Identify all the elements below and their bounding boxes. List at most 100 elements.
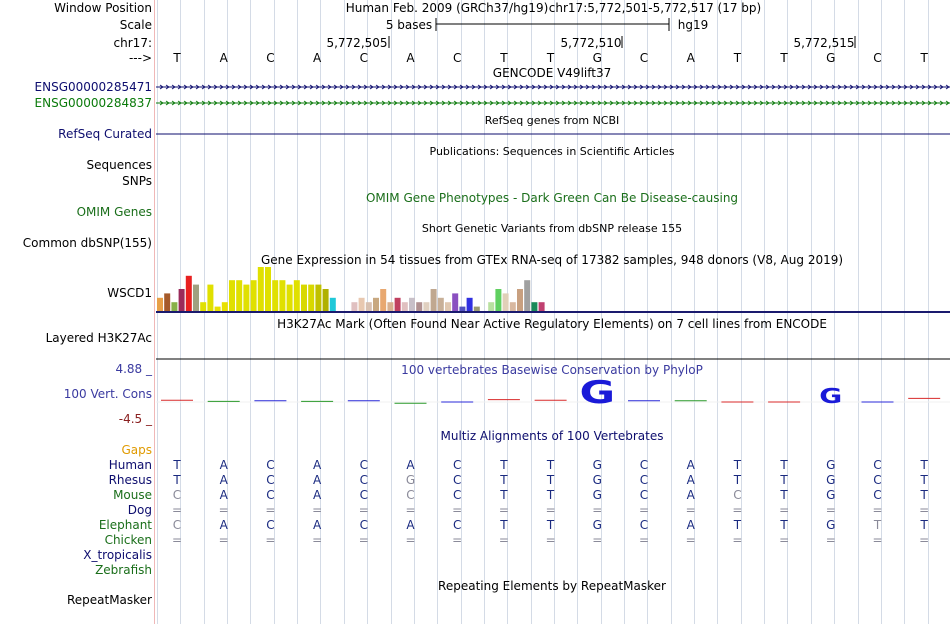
- repeatmasker-label[interactable]: RepeatMasker: [66, 593, 152, 607]
- multiz-base: =: [498, 503, 509, 517]
- dbsnp-label[interactable]: Common dbSNP(155): [22, 236, 152, 250]
- strand-chevron: [237, 84, 242, 90]
- strand-chevron: [381, 100, 386, 106]
- strand-chevron: [273, 100, 278, 106]
- multiz-base: C: [452, 473, 462, 487]
- multiz-species-label[interactable]: X_tropicalis: [83, 548, 152, 562]
- multiz-base: T: [546, 518, 555, 532]
- strand-chevron: [681, 100, 686, 106]
- gtex-tissue-bar: [351, 302, 358, 311]
- strand-chevron: [591, 100, 596, 106]
- multiz-species-label[interactable]: Mouse: [113, 488, 152, 502]
- omim-label[interactable]: OMIM Genes: [76, 205, 152, 219]
- multiz-base: =: [498, 533, 509, 547]
- multiz-species-label[interactable]: Zebrafish: [95, 563, 152, 577]
- multiz-base: =: [779, 533, 790, 547]
- strand-chevron: [525, 84, 530, 90]
- strand-chevron: [825, 84, 830, 90]
- strand-chevron: [357, 100, 362, 106]
- strand-chevron: [651, 84, 656, 90]
- gencode-gene-models[interactable]: [0, 0, 950, 110]
- gtex-expression-chart[interactable]: [0, 0, 950, 320]
- gtex-tissue-bar: [293, 280, 300, 311]
- repeatmasker-title[interactable]: Repeating Elements by RepeatMasker: [438, 579, 666, 593]
- strand-chevron: [453, 84, 458, 90]
- dbsnp-title[interactable]: Short Genetic Variants from dbSNP releas…: [421, 222, 683, 235]
- strand-chevron: [795, 84, 800, 90]
- omim-title[interactable]: OMIM Gene Phenotypes - Dark Green Can Be…: [365, 191, 739, 205]
- gaps-label[interactable]: Gaps: [121, 443, 152, 457]
- strand-chevron: [933, 84, 938, 90]
- gtex-tissue-bar: [164, 293, 171, 311]
- multiz-base: C: [359, 458, 368, 472]
- h3k27ac-title[interactable]: H3K27Ac Mark (Often Found Near Active Re…: [277, 317, 827, 331]
- gtex-tissue-bar: [416, 302, 423, 311]
- strand-chevron: [159, 100, 164, 106]
- position-readout[interactable]: chr17:5,772,501-5,772,517 (17 bp): [548, 1, 762, 15]
- strand-chevron: [891, 84, 896, 90]
- publications-snps-label[interactable]: SNPs: [122, 174, 152, 188]
- phylop-max-label: 4.88 _: [115, 362, 152, 376]
- reference-base: A: [312, 51, 322, 65]
- strand-chevron: [729, 84, 734, 90]
- strand-chevron: [159, 84, 164, 90]
- strand-chevron: [687, 100, 692, 106]
- multiz-base: G: [826, 473, 836, 487]
- refseq-title[interactable]: RefSeq genes from NCBI: [484, 114, 620, 127]
- strand-chevron: [345, 100, 350, 106]
- multiz-title[interactable]: Multiz Alignments of 100 Vertebrates: [440, 429, 664, 443]
- strand-chevron: [939, 100, 944, 106]
- strand-chevron: [405, 100, 410, 106]
- h3k27ac-label[interactable]: Layered H3K27Ac: [45, 331, 152, 345]
- strand-chevron: [507, 100, 512, 106]
- gtex-label[interactable]: WSCD1: [107, 286, 152, 300]
- strand-chevron: [945, 84, 950, 90]
- phylop-label[interactable]: 100 Vert. Cons: [63, 387, 152, 401]
- multiz-base: A: [312, 518, 322, 532]
- gtex-tissue-bar: [502, 293, 509, 311]
- refseq-gene-line[interactable]: [0, 0, 950, 140]
- gtex-tissue-bar: [193, 284, 199, 311]
- multiz-species-label[interactable]: Chicken: [104, 533, 152, 547]
- strand-chevron: [501, 100, 506, 106]
- h3k27ac-baseline[interactable]: [0, 0, 950, 370]
- strand-chevron: [429, 100, 434, 106]
- strand-chevron: [243, 84, 248, 90]
- gtex-tissue-bar: [214, 306, 221, 311]
- multiz-base: =: [685, 503, 696, 517]
- phylop-title[interactable]: 100 vertebrates Basewise Conservation by…: [401, 363, 703, 377]
- strand-chevron: [273, 84, 278, 90]
- multiz-base: =: [825, 503, 836, 517]
- multiz-species-label[interactable]: Elephant: [98, 518, 152, 532]
- strand-chevron: [423, 100, 428, 106]
- gtex-tissue-bar: [538, 302, 545, 311]
- strand-chevron: [945, 100, 950, 106]
- publications-title[interactable]: Publications: Sequences in Scientific Ar…: [429, 145, 675, 158]
- publications-sequences-label[interactable]: Sequences: [86, 158, 152, 172]
- strand-chevron: [873, 100, 878, 106]
- strand-chevron: [399, 84, 404, 90]
- strand-chevron: [447, 100, 452, 106]
- gencode-title[interactable]: GENCODE V49lift37: [492, 66, 612, 80]
- multiz-species-label[interactable]: Human: [108, 458, 152, 472]
- multiz-base: =: [452, 533, 463, 547]
- strand-chevron: [705, 100, 710, 106]
- strand-chevron: [471, 84, 476, 90]
- refseq-label[interactable]: RefSeq Curated: [58, 127, 152, 141]
- strand-chevron: [333, 84, 338, 90]
- multiz-species-label[interactable]: Dog: [127, 503, 152, 517]
- strand-chevron: [867, 84, 872, 90]
- gencode-gene-1-label[interactable]: ENSG00000285471: [34, 80, 152, 94]
- reference-base: C: [639, 51, 649, 65]
- gtex-tissue-bar: [524, 280, 531, 311]
- strand-chevron: [735, 100, 740, 106]
- strand-chevron: [465, 100, 470, 106]
- strand-chevron: [711, 84, 716, 90]
- multiz-base: C: [639, 518, 649, 532]
- gencode-gene-2-label[interactable]: ENSG00000284837: [34, 96, 152, 110]
- multiz-species-label[interactable]: Rhesus: [108, 473, 152, 487]
- strand-chevron: [855, 100, 860, 106]
- strand-chevron: [195, 84, 200, 90]
- gtex-title[interactable]: Gene Expression in 54 tissues from GTEx …: [260, 253, 844, 267]
